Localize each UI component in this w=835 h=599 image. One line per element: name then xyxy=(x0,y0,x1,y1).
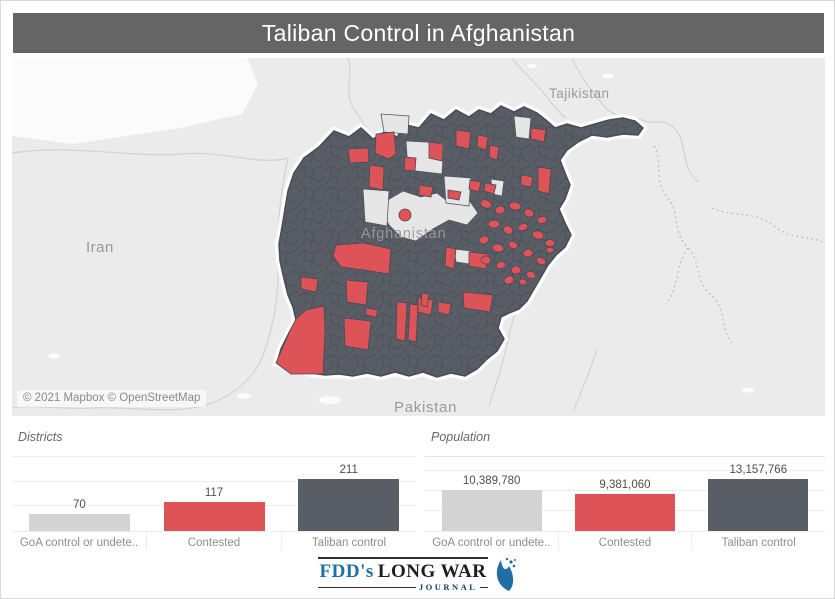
afghanistan-map[interactable]: Iran Tajikistan Pakistan xyxy=(12,58,825,416)
gridline xyxy=(425,490,825,492)
bar-taliban-control[interactable] xyxy=(708,478,809,531)
bar-value-label: 117 xyxy=(204,487,224,500)
gridline xyxy=(425,470,825,472)
bar-value-label: 9,381,060 xyxy=(599,478,651,491)
country-borders-dotted xyxy=(653,145,825,344)
population-plot-area: 10,389,780 9,381,060 13,157,766 xyxy=(425,456,825,532)
chart-title: Population xyxy=(431,430,491,444)
gridline xyxy=(12,456,416,457)
gridline xyxy=(12,480,416,482)
flame-quill-icon xyxy=(497,557,517,591)
country-label-iran: Iran xyxy=(86,239,114,256)
category-label: Contested xyxy=(146,532,281,549)
fdd-long-war-journal-logo[interactable]: FDD's LONG WAR JOURNAL xyxy=(317,557,518,593)
logo-longwar: LONG WAR xyxy=(377,561,487,582)
footer: FDD's LONG WAR JOURNAL xyxy=(1,557,834,593)
districts-chart: Districts 70 117 211 GoA control or undete… xyxy=(12,430,416,549)
bar-cell: 10,389,780 xyxy=(425,457,558,531)
districts-contested[interactable] xyxy=(275,127,556,375)
logo-journal: JOURNAL xyxy=(418,582,478,592)
category-label: Contested xyxy=(557,532,692,549)
map-attribution[interactable]: © 2021 Mapbox © OpenStreetMap xyxy=(17,390,207,407)
logo-text: FDD's LONG WAR JOURNAL xyxy=(317,557,489,592)
bar-value-label: 10,389,780 xyxy=(462,474,521,487)
map-canvas[interactable]: Iran Tajikistan Pakistan xyxy=(12,58,825,416)
basemap-water-light-regions xyxy=(12,58,754,404)
bar-cell: 13,157,766 xyxy=(692,457,825,531)
bar-value-label: 70 xyxy=(72,498,86,511)
district-layer[interactable]: Afghanistan xyxy=(271,101,649,382)
logo-fdds: FDD's xyxy=(319,561,374,582)
bar-goa-control-or-undete[interactable] xyxy=(441,489,542,531)
country-label-tajikistan: Tajikistan xyxy=(549,86,610,101)
category-label: GoA control or undete.. xyxy=(19,537,139,549)
category-label: Taliban control xyxy=(281,532,416,549)
bar-value-label: 211 xyxy=(339,464,358,476)
bar-cell: 9,381,060 xyxy=(558,457,691,531)
bar-cell: 211 xyxy=(281,457,416,531)
districts-category-axis: GoA control or undete.. Contested Taliban … xyxy=(12,532,416,549)
bar-taliban-control[interactable] xyxy=(298,479,400,531)
country-label-afghanistan: Afghanistan xyxy=(361,226,446,242)
districts-plot-area: 70 117 211 xyxy=(12,456,416,532)
logo-rule-left xyxy=(317,587,416,588)
dashboard-title: Taliban Control in Afghanistan xyxy=(13,13,824,53)
bar-goa-control-or-undete[interactable] xyxy=(28,513,130,531)
chart-title: Districts xyxy=(18,430,63,444)
population-chart: Population 10,389,780 9,381,060 13,157,766… xyxy=(425,430,825,549)
bar-contested[interactable] xyxy=(163,502,265,531)
country-label-pakistan: Pakistan xyxy=(394,399,457,416)
category-label: Taliban control xyxy=(691,532,825,549)
logo-rule-right xyxy=(480,587,489,588)
bar-value-label: 13,157,766 xyxy=(729,463,788,476)
bar-cell: 70 xyxy=(12,457,147,531)
population-category-axis: GoA control or undete.. Contested Taliban … xyxy=(425,532,825,549)
bar-cell: 117 xyxy=(147,457,282,531)
category-label: GoA control or undete.. xyxy=(432,537,551,549)
bar-contested[interactable] xyxy=(575,493,675,531)
